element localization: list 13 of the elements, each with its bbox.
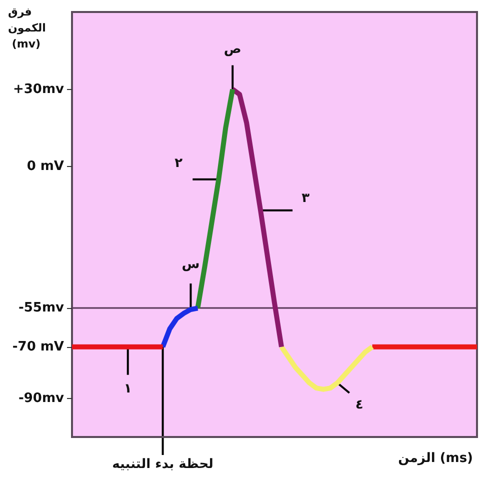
y-tick-label: +30mv (12, 82, 65, 97)
annotation: س (182, 257, 200, 272)
x-axis-title: الزمن (ms) (398, 451, 474, 466)
annotation: ص (224, 42, 242, 57)
annotation: ٤ (355, 397, 364, 412)
annotation: ٢ (174, 156, 183, 171)
y-tick-label: 0 mV (26, 159, 64, 174)
y-tick-label: -70 mV (12, 339, 64, 354)
annotation: ١ (124, 381, 132, 396)
text: لحظة بدء التنبيه (112, 457, 214, 472)
y-tick-label: -90mv (18, 390, 65, 406)
y-tick-label: -55mv (18, 300, 65, 316)
annotation: ٣ (302, 190, 310, 206)
